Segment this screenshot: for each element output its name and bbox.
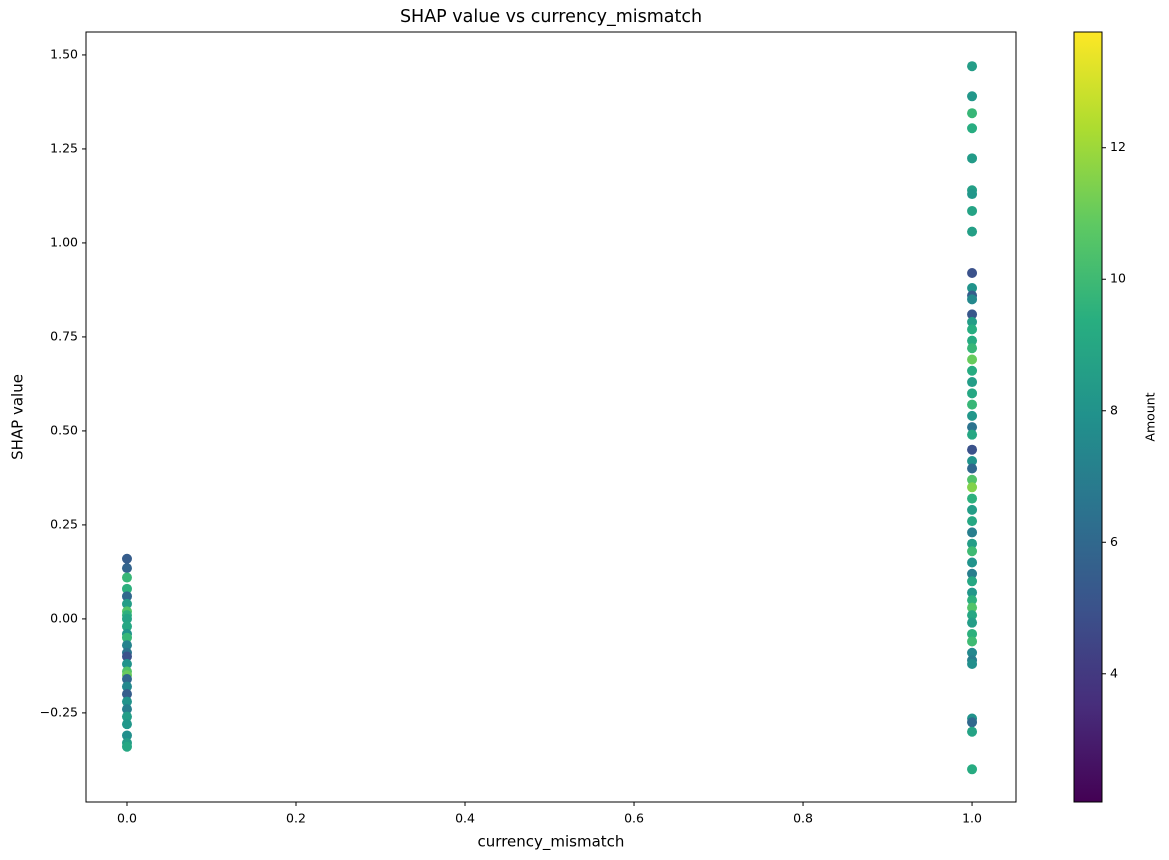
point xyxy=(967,343,978,354)
point xyxy=(967,444,978,455)
colorbar-tick-label: 12 xyxy=(1110,139,1126,154)
point xyxy=(967,324,978,335)
point xyxy=(967,189,978,200)
point xyxy=(967,377,978,388)
point xyxy=(967,399,978,410)
points xyxy=(121,61,978,775)
point xyxy=(967,610,978,621)
point xyxy=(967,602,978,613)
point xyxy=(121,651,132,662)
plot-frame xyxy=(85,31,1017,803)
y-tick-label: 0.25 xyxy=(50,516,78,531)
colorbar-label: Amount xyxy=(1143,392,1158,441)
point xyxy=(967,309,978,320)
point xyxy=(967,557,978,568)
y-tick-label: 1.00 xyxy=(50,234,78,249)
point xyxy=(967,538,978,549)
point xyxy=(121,598,132,609)
point xyxy=(121,640,132,651)
y-axis-label: SHAP value xyxy=(9,374,27,460)
point xyxy=(121,711,132,722)
point xyxy=(121,674,132,685)
point xyxy=(121,632,132,643)
point xyxy=(967,482,978,493)
colorbar-tick-label: 8 xyxy=(1110,402,1118,417)
point xyxy=(967,463,978,474)
point xyxy=(967,294,978,305)
colorbar xyxy=(1073,31,1103,803)
point xyxy=(967,726,978,737)
colorbar-tick-label: 4 xyxy=(1110,665,1118,680)
point xyxy=(967,504,978,515)
point xyxy=(967,568,978,579)
point xyxy=(967,455,978,466)
point xyxy=(967,410,978,421)
point xyxy=(967,365,978,376)
point xyxy=(967,153,978,164)
point xyxy=(967,205,978,216)
point xyxy=(967,516,978,527)
point xyxy=(121,659,132,670)
point xyxy=(967,108,978,119)
x-tick-label: 0.8 xyxy=(793,811,813,826)
point xyxy=(121,621,132,632)
point xyxy=(967,123,978,134)
point xyxy=(967,527,978,538)
point xyxy=(121,591,132,602)
point xyxy=(121,583,132,594)
colorbar-tick-label: 10 xyxy=(1110,271,1126,286)
y-tick-label: 1.50 xyxy=(50,46,78,61)
point xyxy=(121,719,132,730)
point xyxy=(967,717,978,728)
y-tick-label: −0.25 xyxy=(40,704,78,719)
point xyxy=(967,388,978,399)
point xyxy=(121,689,132,700)
point xyxy=(121,681,132,692)
point xyxy=(967,576,978,587)
y-tick-label: 0.75 xyxy=(50,328,78,343)
y-tick-label: 0.50 xyxy=(50,422,78,437)
point xyxy=(967,595,978,606)
x-tick-label: 0.0 xyxy=(117,811,137,826)
point xyxy=(967,429,978,440)
point xyxy=(967,335,978,346)
y-tick-label: 1.25 xyxy=(50,140,78,155)
y-tick-label: 0.00 xyxy=(50,610,78,625)
point xyxy=(967,647,978,658)
point xyxy=(967,493,978,504)
point xyxy=(967,422,978,433)
point xyxy=(121,572,132,583)
point xyxy=(967,283,978,294)
point xyxy=(967,474,978,485)
point xyxy=(967,636,978,647)
point xyxy=(967,587,978,598)
point xyxy=(967,226,978,237)
point xyxy=(121,704,132,715)
point xyxy=(967,91,978,102)
point xyxy=(121,741,132,752)
point xyxy=(121,613,132,624)
chart-title: SHAP value vs currency_mismatch xyxy=(400,7,702,27)
point xyxy=(121,696,132,707)
point xyxy=(121,730,132,741)
x-tick-label: 0.4 xyxy=(455,811,475,826)
point xyxy=(967,546,978,557)
x-tick-label: 0.2 xyxy=(286,811,306,826)
x-tick-label: 0.6 xyxy=(624,811,644,826)
x-axis-label: currency_mismatch xyxy=(478,833,625,852)
point xyxy=(121,553,132,564)
point xyxy=(967,659,978,670)
point xyxy=(967,316,978,327)
colorbar-tick-label: 6 xyxy=(1110,534,1118,549)
point xyxy=(967,617,978,628)
x-tick-label: 1.0 xyxy=(962,811,982,826)
point xyxy=(121,563,132,574)
point xyxy=(967,268,978,279)
point xyxy=(967,61,978,72)
point xyxy=(967,764,978,775)
point xyxy=(967,354,978,365)
point xyxy=(967,628,978,639)
